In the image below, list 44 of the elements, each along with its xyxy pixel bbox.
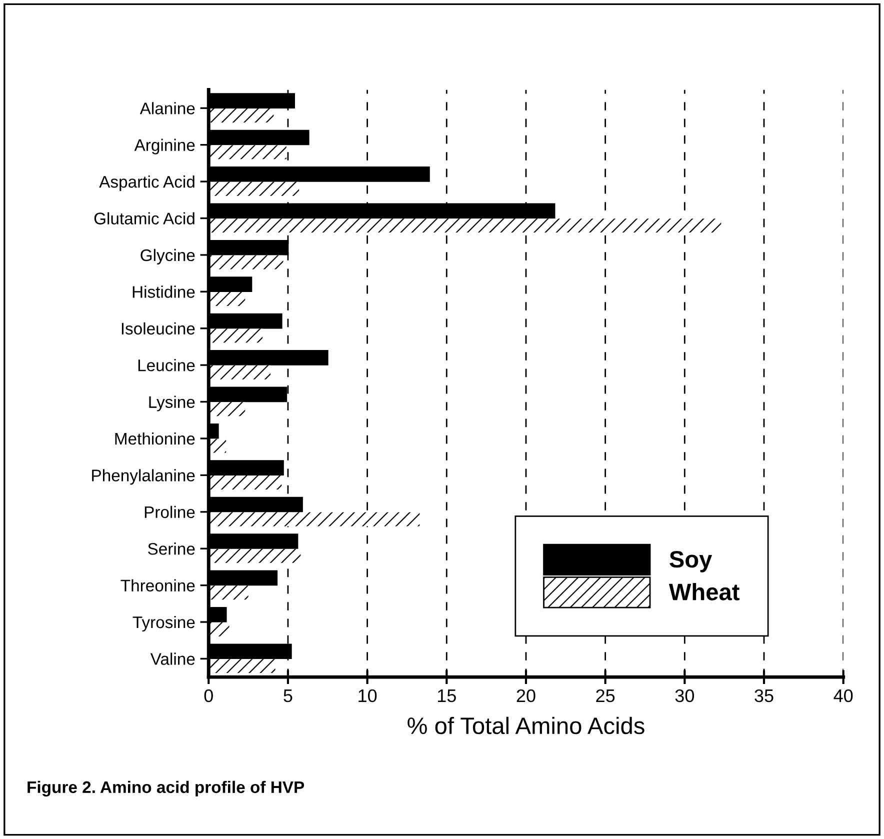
bar — [208, 548, 301, 563]
bar — [208, 292, 246, 306]
y-tick-label: Arginine — [134, 138, 195, 154]
x-tick-label: 5 — [284, 690, 292, 702]
x-tick-label: 35 — [754, 689, 774, 702]
bar — [208, 659, 276, 674]
bar — [208, 255, 284, 270]
bar — [208, 218, 722, 233]
y-tick-label: Glycine — [140, 248, 195, 264]
y-tick-label: Leucine — [138, 359, 195, 372]
bar — [208, 108, 274, 122]
bar — [208, 512, 420, 526]
x-tick-label: 15 — [438, 690, 456, 702]
y-tick-label: Methionine — [115, 432, 195, 445]
y-tick-label: Serine — [148, 542, 195, 555]
bar — [208, 622, 230, 636]
caption: Figure 2. Amino acid profile of HVP — [28, 780, 304, 796]
y-tick-label: Lysine — [149, 396, 195, 412]
y-tick-label: Proline — [144, 506, 195, 518]
x-tick-label: 25 — [596, 689, 615, 702]
bar — [208, 182, 300, 196]
x-axis-title: % of Total Amino Acids — [408, 716, 644, 734]
x-tick-label: 30 — [675, 689, 694, 702]
bar — [208, 586, 248, 600]
bar — [208, 328, 263, 343]
x-tick-label: 20 — [516, 689, 536, 702]
bar — [208, 476, 282, 490]
bar — [208, 365, 271, 380]
y-tick-label: Glutamic Acid — [94, 212, 194, 224]
x-tick-label: 0 — [204, 689, 213, 702]
bar — [208, 145, 286, 160]
x-tick-label: 40 — [834, 689, 853, 702]
y-tick-label: Isoleucine — [122, 322, 195, 335]
y-tick-label: Phenylalanine — [92, 469, 195, 485]
bar — [208, 402, 246, 416]
y-tick-label: Alanine — [140, 102, 195, 114]
y-tick-label: Tyrosine — [132, 616, 195, 632]
y-tick-label: Valine — [150, 652, 195, 665]
y-tick-label: Histidine — [132, 286, 195, 298]
y-tick-label: Aspartic Acid — [99, 176, 194, 192]
x-tick-label: 10 — [358, 689, 377, 702]
legend-label: Wheat — [668, 583, 740, 600]
legend-label: Soy — [670, 550, 712, 572]
y-tick-label: Threonine — [120, 579, 195, 592]
